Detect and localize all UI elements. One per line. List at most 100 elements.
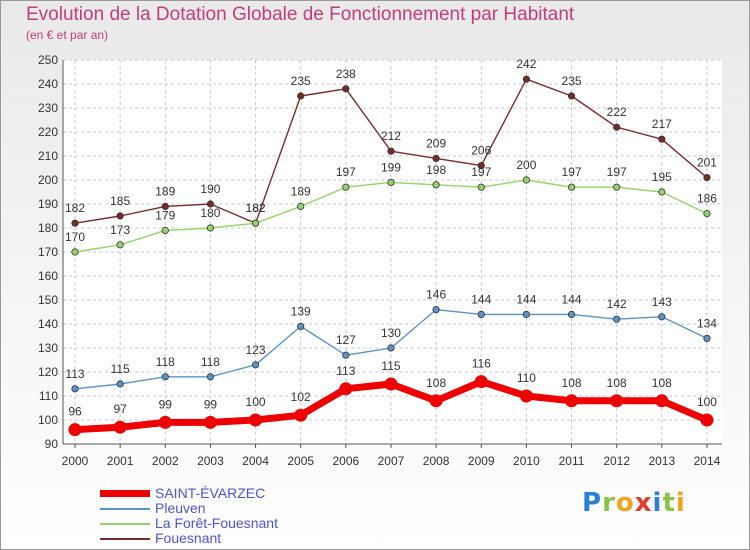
data-label-saint-evarzec: 97 <box>113 402 127 416</box>
data-label-pleuven: 130 <box>381 326 401 340</box>
point-la-foret-fouesnant <box>613 183 621 191</box>
y-tick-label: 120 <box>38 365 58 379</box>
point-pleuven <box>116 380 124 388</box>
data-label-la-foret-fouesnant: 179 <box>155 208 175 222</box>
data-label-la-foret-fouesnant: 197 <box>336 165 356 179</box>
data-label-la-foret-fouesnant: 186 <box>697 192 717 206</box>
y-tick-label: 100 <box>38 413 58 427</box>
point-pleuven <box>613 315 621 323</box>
y-tick-label: 200 <box>38 173 58 187</box>
data-label-saint-evarzec: 108 <box>426 376 446 390</box>
proxiti-logo: Proxiti <box>582 488 686 518</box>
point-pleuven <box>71 385 79 393</box>
data-label-fouesnant: 190 <box>200 182 220 196</box>
x-tick-label: 2004 <box>242 454 269 468</box>
point-la-foret-fouesnant <box>703 210 711 218</box>
point-saint-evarzec <box>158 415 172 429</box>
point-la-foret-fouesnant <box>567 183 576 191</box>
point-pleuven <box>161 373 169 381</box>
chart-title: Evolution de la Dotation Globale de Fonc… <box>26 4 575 25</box>
legend-label: Fouesnant <box>155 530 222 546</box>
point-pleuven <box>567 310 576 318</box>
point-pleuven <box>342 351 350 359</box>
point-saint-evarzec <box>429 394 443 408</box>
data-label-fouesnant: 222 <box>607 105 627 119</box>
point-la-foret-fouesnant <box>71 248 79 256</box>
logo-letter: i <box>675 488 686 518</box>
data-label-saint-evarzec: 100 <box>697 395 717 409</box>
point-la-foret-fouesnant <box>387 178 395 186</box>
point-fouesnant <box>116 212 124 220</box>
data-label-la-foret-fouesnant: 200 <box>516 158 536 172</box>
data-label-pleuven: 144 <box>471 292 491 306</box>
data-label-saint-evarzec: 108 <box>562 376 582 390</box>
data-label-la-foret-fouesnant: 198 <box>426 163 446 177</box>
point-saint-evarzec <box>474 375 488 389</box>
y-tick-label: 180 <box>38 221 58 235</box>
x-tick-label: 2011 <box>559 454 585 468</box>
point-fouesnant <box>432 154 440 162</box>
point-fouesnant <box>477 162 485 170</box>
y-tick-label: 130 <box>38 341 58 355</box>
point-pleuven <box>251 361 260 369</box>
y-tick-label: 220 <box>38 125 58 139</box>
point-la-foret-fouesnant <box>297 202 305 210</box>
logo-letter: x <box>634 488 653 518</box>
point-la-foret-fouesnant <box>342 183 350 191</box>
y-tick-label: 240 <box>38 77 58 91</box>
x-tick-label: 2007 <box>378 454 405 468</box>
point-pleuven <box>387 344 395 352</box>
legend-swatch <box>100 490 150 497</box>
legend-label: Pleuven <box>155 500 206 516</box>
data-label-pleuven: 113 <box>65 367 84 381</box>
legend-swatch <box>100 507 150 510</box>
legend-label: La Forêt-Fouesnant <box>155 515 278 531</box>
data-label-la-foret-fouesnant: 173 <box>110 223 130 237</box>
data-label-fouesnant: 212 <box>381 129 401 143</box>
legend-item: SAINT-ÉVARZEC <box>100 486 278 501</box>
data-label-la-foret-fouesnant: 199 <box>381 160 401 174</box>
point-la-foret-fouesnant <box>251 219 260 227</box>
point-la-foret-fouesnant <box>658 188 666 196</box>
logo-letter: P <box>582 488 603 518</box>
y-tick-label: 250 <box>38 53 58 67</box>
point-saint-evarzec <box>519 389 533 403</box>
legend-item: Pleuven <box>100 501 278 516</box>
point-pleuven <box>703 334 711 342</box>
data-label-pleuven: 146 <box>426 288 446 302</box>
point-fouesnant <box>161 202 169 210</box>
x-tick-label: 2008 <box>423 454 450 468</box>
data-label-pleuven: 144 <box>562 292 582 306</box>
point-pleuven <box>658 313 666 321</box>
logo-letter: o <box>615 488 635 518</box>
point-fouesnant <box>613 123 621 131</box>
data-label-fouesnant: 201 <box>697 156 717 170</box>
logo-letter: t <box>662 488 676 518</box>
point-fouesnant <box>297 92 305 100</box>
legend: SAINT-ÉVARZEC Pleuven La Forêt-Fouesnant Fo… <box>100 486 278 546</box>
point-saint-evarzec <box>68 423 82 437</box>
x-tick-label: 2002 <box>152 454 179 468</box>
data-label-saint-evarzec: 116 <box>472 357 491 371</box>
data-label-saint-evarzec: 96 <box>68 405 82 419</box>
point-pleuven <box>297 322 305 330</box>
data-label-fouesnant: 182 <box>246 201 266 215</box>
point-pleuven <box>432 305 440 314</box>
data-label-pleuven: 118 <box>156 355 175 369</box>
data-label-la-foret-fouesnant: 197 <box>562 165 582 179</box>
legend-item: Fouesnant <box>100 531 278 546</box>
x-tick-label: 2013 <box>648 454 675 468</box>
x-tick-label: 2006 <box>332 454 359 468</box>
logo-letter: r <box>602 488 616 518</box>
point-saint-evarzec <box>339 382 353 396</box>
chart-subtitle: (en € et par an) <box>26 28 109 42</box>
point-saint-evarzec <box>700 413 714 427</box>
data-label-saint-evarzec: 108 <box>652 376 672 390</box>
y-tick-label: 110 <box>39 389 58 403</box>
data-label-pleuven: 127 <box>336 333 356 347</box>
point-saint-evarzec <box>294 408 308 422</box>
data-label-la-foret-fouesnant: 170 <box>65 230 85 244</box>
data-label-layer: 182 185 189 190 182 235 238 212 209 206 242 235 222 2… <box>65 57 717 418</box>
data-label-saint-evarzec: 113 <box>336 364 355 378</box>
